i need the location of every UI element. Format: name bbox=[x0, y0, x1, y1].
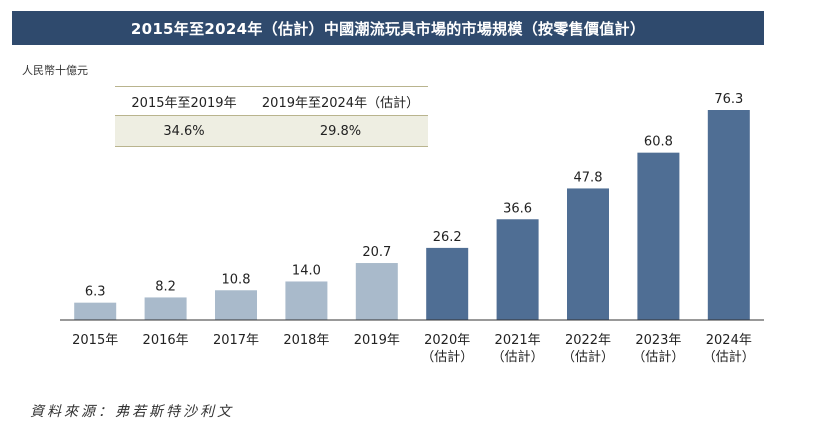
value-label-7: 47.8 bbox=[574, 170, 603, 185]
bar-9 bbox=[707, 110, 750, 320]
bar-8 bbox=[637, 152, 680, 320]
bar-2 bbox=[215, 290, 257, 320]
x-tick-label-8-1: （估計） bbox=[632, 349, 684, 365]
x-tick-label-7-1: （估計） bbox=[562, 349, 614, 365]
value-label-0: 6.3 bbox=[85, 285, 106, 300]
value-label-3: 14.0 bbox=[292, 263, 321, 278]
source-note: 資料來源：弗若斯特沙利文 bbox=[30, 404, 234, 420]
cagr-header-1: 2015年至2019年 bbox=[115, 86, 253, 116]
x-tick-label-4-0: 2019年 bbox=[354, 333, 400, 348]
bar-0 bbox=[74, 302, 117, 320]
value-label-2: 10.8 bbox=[222, 272, 251, 287]
x-tick-label-9-0: 2024年 bbox=[706, 333, 752, 348]
bar-4 bbox=[355, 263, 398, 320]
x-tick-label-5-0: 2020年 bbox=[424, 333, 470, 348]
x-tick-label-6-0: 2021年 bbox=[495, 333, 541, 348]
value-label-6: 36.6 bbox=[503, 201, 532, 216]
value-label-5: 26.2 bbox=[433, 230, 462, 245]
cagr-value-1: 34.6% bbox=[115, 115, 253, 147]
cagr-value-2: 29.8% bbox=[253, 115, 428, 147]
x-tick-label-3-0: 2018年 bbox=[283, 333, 329, 348]
value-label-9: 76.3 bbox=[714, 92, 743, 107]
x-tick-label-6-1: （估計） bbox=[492, 349, 544, 365]
x-tick-label-7-0: 2022年 bbox=[565, 333, 611, 348]
cagr-header-2: 2019年至2024年（估計） bbox=[253, 86, 428, 116]
x-tick-label-8-0: 2023年 bbox=[635, 333, 681, 348]
bar-7 bbox=[567, 188, 609, 320]
bar-1 bbox=[144, 297, 187, 320]
bar-6 bbox=[496, 219, 539, 320]
x-tick-label-0-0: 2015年 bbox=[72, 333, 118, 348]
cagr-table: 2015年至2019年 2019年至2024年（估計） 34.6% 29.8% bbox=[115, 86, 428, 147]
bar-3 bbox=[285, 281, 328, 320]
x-tick-label-2-0: 2017年 bbox=[213, 333, 259, 348]
bar-5 bbox=[426, 247, 469, 320]
chart-title: 2015年至2024年（估計）中國潮流玩具市場的市場規模（按零售價值計） bbox=[12, 11, 764, 45]
x-tick-label-9-1: （估計） bbox=[703, 349, 755, 365]
value-label-8: 60.8 bbox=[644, 135, 673, 150]
value-label-4: 20.7 bbox=[362, 245, 391, 260]
x-tick-label-1-0: 2016年 bbox=[143, 333, 189, 348]
value-label-1: 8.2 bbox=[155, 279, 176, 294]
unit-label: 人民幣十億元 bbox=[22, 64, 88, 77]
x-tick-label-5-1: （估計） bbox=[421, 349, 473, 365]
